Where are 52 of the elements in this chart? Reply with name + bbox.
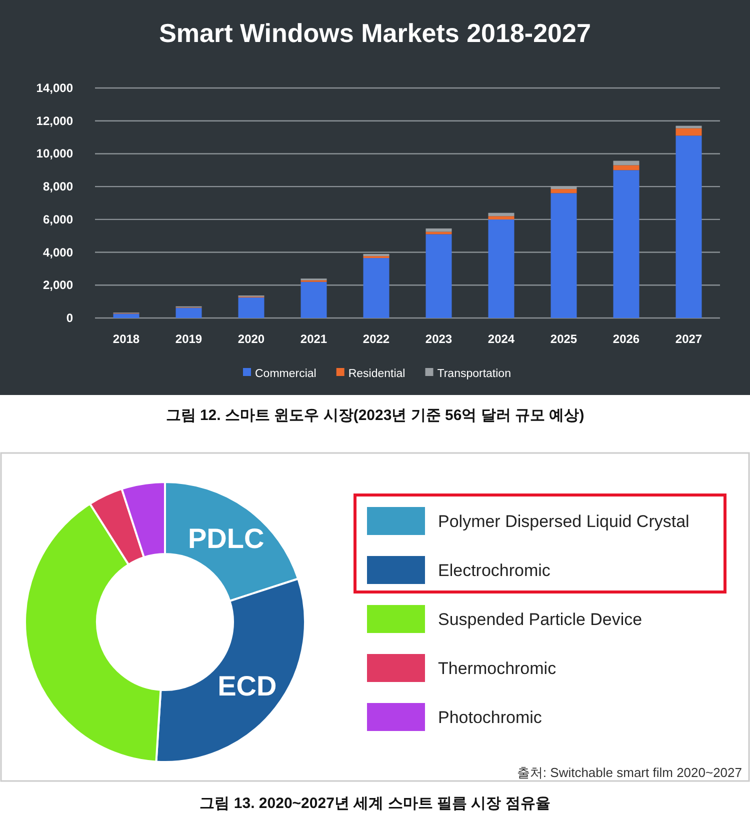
bar bbox=[550, 189, 577, 194]
x-tick-label: 2027 bbox=[675, 332, 702, 346]
x-tick-label: 2020 bbox=[238, 332, 265, 346]
data-label: ECD bbox=[218, 670, 277, 702]
legend-label: Electrochromic bbox=[438, 561, 551, 580]
y-tick-label: 4,000 bbox=[42, 245, 74, 260]
bar bbox=[676, 128, 702, 136]
x-tick-label: 2018 bbox=[112, 332, 140, 346]
x-tick-label: 2021 bbox=[300, 332, 328, 346]
chart-title: Smart Windows Markets 2018-2027 bbox=[159, 18, 591, 48]
y-tick-label: 12,000 bbox=[36, 114, 74, 128]
bar bbox=[113, 314, 140, 318]
bar bbox=[426, 234, 452, 318]
legend-label: Thermochromic bbox=[438, 659, 557, 678]
data-label: PDLC bbox=[188, 522, 264, 554]
x-tick-label: 2026 bbox=[612, 332, 640, 346]
caption: 그림 12. 스마트 윈도우 시장(2023년 기준 56억 달러 규모 예상) bbox=[166, 407, 584, 424]
y-tick-label: 2,000 bbox=[42, 278, 74, 292]
bar bbox=[426, 228, 452, 232]
bar bbox=[300, 282, 327, 318]
legend-label: Polymer Dispersed Liquid Crystal bbox=[438, 512, 690, 531]
bar bbox=[238, 297, 264, 318]
bar bbox=[550, 193, 577, 318]
x-tick-label: 2024 bbox=[488, 332, 515, 346]
bar bbox=[613, 165, 640, 170]
bar bbox=[488, 212, 514, 216]
bar bbox=[176, 308, 202, 318]
legend-label: Transportation bbox=[437, 368, 511, 380]
bar bbox=[676, 136, 702, 318]
y-tick-label: 10,000 bbox=[36, 146, 74, 161]
x-tick-label: 2019 bbox=[175, 332, 202, 346]
bar bbox=[488, 216, 514, 220]
legend-label: Suspended Particle Device bbox=[438, 610, 642, 629]
y-tick-label: 0 bbox=[66, 311, 74, 325]
y-tick-label: 8,000 bbox=[42, 180, 74, 194]
x-tick-label: 2022 bbox=[362, 332, 390, 346]
legend-label: Residential bbox=[348, 368, 406, 380]
legend-label: Commercial bbox=[255, 368, 316, 380]
bar bbox=[363, 254, 390, 256]
bar bbox=[550, 186, 577, 190]
bar bbox=[613, 160, 640, 166]
caption: 그림 13. 2020~2027년 세계 스마트 필름 시장 점유율 bbox=[200, 795, 550, 812]
bar bbox=[363, 258, 390, 318]
bar bbox=[488, 219, 514, 318]
bar bbox=[676, 126, 702, 128]
x-tick-label: 2025 bbox=[550, 332, 578, 346]
y-tick-label: 6,000 bbox=[42, 212, 74, 226]
source-note: 출처: Switchable smart film 2020~2027 bbox=[516, 765, 742, 780]
legend-label: Photochromic bbox=[438, 708, 542, 727]
x-tick-label: 2023 bbox=[425, 332, 452, 346]
bar bbox=[613, 170, 640, 318]
y-tick-label: 14,000 bbox=[36, 81, 74, 95]
